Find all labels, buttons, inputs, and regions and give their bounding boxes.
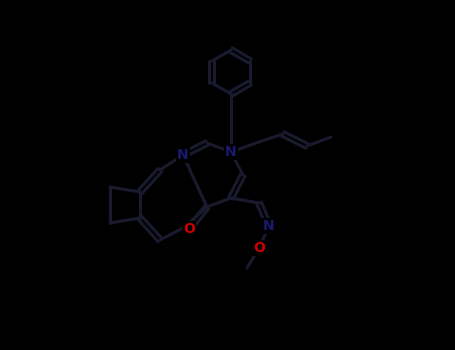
Text: N: N [263,219,275,233]
Text: O: O [253,241,265,255]
Text: N: N [177,148,189,162]
Text: O: O [183,222,195,236]
Text: N: N [225,145,237,159]
